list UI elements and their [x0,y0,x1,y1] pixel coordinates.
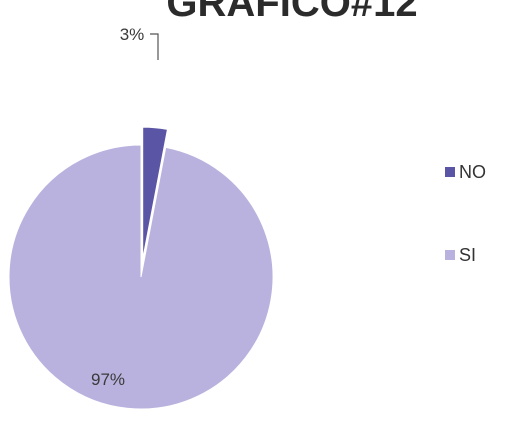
legend-swatch-si [445,250,455,260]
legend-item-si: SI [445,245,476,265]
legend-item-no: NO [445,162,486,182]
pie-slices [8,126,274,410]
legend: NO SI [445,162,486,265]
data-labels: 3% 97% [91,25,159,389]
pie-slice-no [142,126,169,260]
data-label-no: 3% [120,25,145,44]
chart-title: GRAFICO#12 [166,0,417,25]
legend-label-si: SI [459,245,476,265]
pie-slice-si [8,144,274,410]
legend-swatch-no [445,167,455,177]
legend-label-no: NO [459,162,486,182]
data-label-si: 97% [91,370,125,389]
leader-line-no [150,33,159,60]
